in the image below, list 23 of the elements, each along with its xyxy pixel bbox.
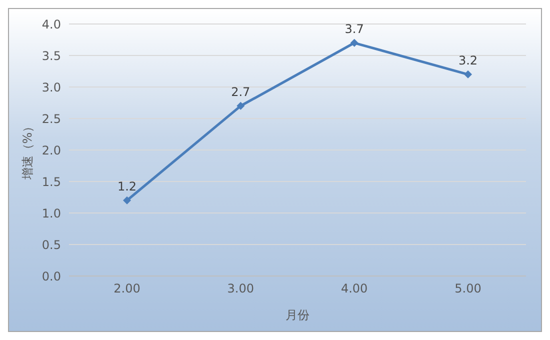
data-label: 3.2 [458,53,478,68]
y-tick-label: 3.5 [42,48,61,63]
y-tick-label: 2.0 [42,143,61,158]
data-label: 1.2 [117,179,137,194]
x-tick-label: 3.00 [227,282,254,296]
y-tick-label: 3.0 [42,80,61,94]
data-label: 2.7 [231,84,250,99]
x-tick-label: 5.00 [454,282,482,296]
y-tick-label: 4.0 [42,17,61,32]
point [236,102,245,110]
y-tick-label: 0.5 [42,238,61,252]
point [123,196,131,204]
x-axis-title: 月份 [286,308,310,322]
y-tick-label: 0.0 [42,269,61,284]
point [464,70,472,78]
x-tick-label: 2.00 [114,282,140,296]
x-tick-label: 4.00 [340,282,368,296]
y-tick-label: 1.5 [42,174,61,189]
y-axis-title: 增速（%） [20,120,34,181]
data-label: 3.7 [344,22,364,36]
y-tick-label: 2.5 [42,112,61,126]
y-tick-label: 1.0 [42,206,61,220]
point [350,38,358,47]
